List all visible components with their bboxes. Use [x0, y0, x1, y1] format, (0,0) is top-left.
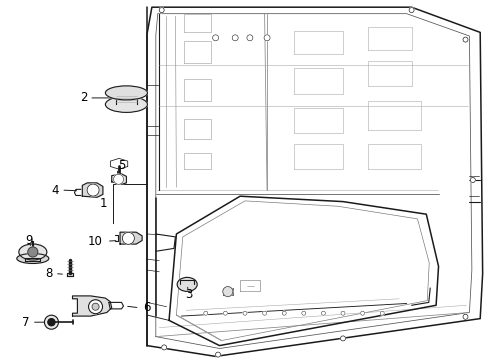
- Circle shape: [87, 184, 99, 196]
- Polygon shape: [67, 273, 73, 276]
- Circle shape: [341, 336, 345, 341]
- Text: 5: 5: [118, 159, 125, 172]
- Circle shape: [463, 37, 468, 42]
- Polygon shape: [73, 296, 112, 316]
- Circle shape: [361, 311, 365, 315]
- Circle shape: [122, 232, 134, 244]
- Circle shape: [28, 247, 38, 257]
- Circle shape: [159, 8, 164, 13]
- Circle shape: [223, 311, 227, 315]
- Ellipse shape: [105, 86, 147, 100]
- Circle shape: [321, 311, 325, 315]
- Ellipse shape: [105, 96, 147, 112]
- Text: 10: 10: [88, 235, 103, 248]
- Circle shape: [341, 311, 345, 315]
- Circle shape: [92, 303, 99, 310]
- Text: 2: 2: [80, 91, 87, 104]
- Text: 8: 8: [46, 267, 53, 280]
- Circle shape: [247, 35, 253, 41]
- Circle shape: [204, 311, 208, 315]
- Text: 4: 4: [51, 184, 59, 197]
- Text: 3: 3: [185, 288, 193, 301]
- Ellipse shape: [17, 253, 49, 264]
- Circle shape: [223, 287, 233, 297]
- Circle shape: [48, 319, 55, 326]
- Circle shape: [162, 345, 167, 350]
- Circle shape: [463, 314, 468, 319]
- Text: 7: 7: [22, 316, 29, 329]
- Circle shape: [232, 35, 238, 41]
- Polygon shape: [120, 232, 142, 244]
- Circle shape: [216, 352, 220, 357]
- Circle shape: [380, 311, 384, 315]
- Polygon shape: [25, 258, 40, 261]
- Circle shape: [263, 311, 267, 315]
- Polygon shape: [82, 183, 103, 197]
- Text: 1: 1: [99, 197, 107, 210]
- Circle shape: [282, 311, 286, 315]
- Circle shape: [213, 35, 219, 41]
- Circle shape: [89, 300, 102, 314]
- Text: 9: 9: [25, 234, 33, 247]
- Circle shape: [470, 177, 475, 183]
- Circle shape: [114, 174, 123, 184]
- Circle shape: [302, 311, 306, 315]
- Circle shape: [409, 8, 414, 13]
- Text: 6: 6: [143, 301, 150, 314]
- Circle shape: [264, 35, 270, 41]
- Circle shape: [243, 311, 247, 315]
- Ellipse shape: [19, 244, 47, 260]
- Circle shape: [45, 315, 58, 329]
- Polygon shape: [112, 174, 126, 184]
- Ellipse shape: [177, 278, 197, 291]
